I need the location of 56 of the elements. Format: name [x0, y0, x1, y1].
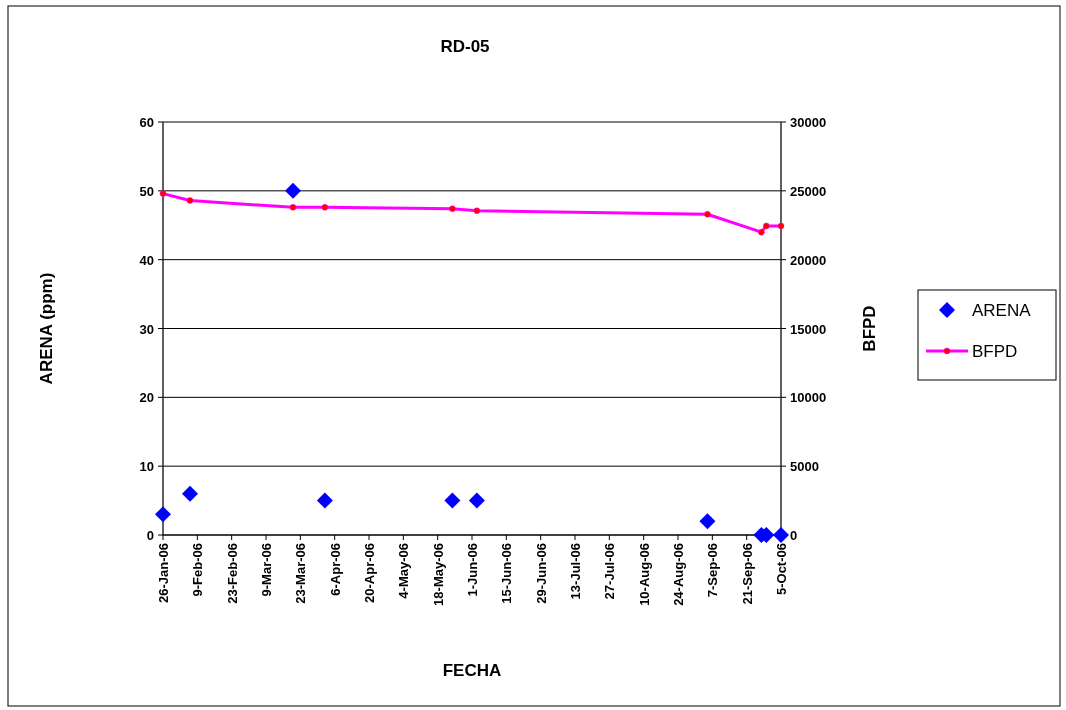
legend-label: ARENA — [972, 301, 1032, 320]
point — [321, 204, 329, 211]
point — [473, 207, 481, 215]
y2-tick-label: 15000 — [790, 321, 827, 337]
x-tick-label: 4-May-06 — [396, 543, 412, 599]
y2-tick-label: 30000 — [790, 115, 827, 130]
y2-tick-label: 20000 — [790, 252, 827, 268]
x-tick-label: 27-Jul-06 — [602, 543, 618, 600]
y2-axis-title: BFPD — [860, 305, 879, 352]
x-axis-title: FECHA — [442, 661, 502, 680]
point — [763, 222, 770, 230]
y2-tick-label: 0 — [790, 528, 798, 543]
point — [773, 527, 789, 543]
x-tick-label: 6-Apr-06 — [327, 543, 343, 596]
y-tick-label: 40 — [139, 252, 154, 268]
x-tick-label: 23-Mar-06 — [293, 543, 309, 604]
point — [449, 205, 456, 212]
x-tick-label: 10-Aug-06 — [636, 543, 652, 606]
x-tick-label: 29-Jun-06 — [533, 543, 549, 604]
point — [155, 506, 171, 523]
chart-title: RD-05 — [440, 37, 490, 56]
point — [777, 222, 785, 230]
legend-label: BFPD — [972, 342, 1018, 361]
x-tick-label: 9-Mar-06 — [259, 543, 274, 597]
point — [758, 228, 765, 236]
point — [444, 492, 461, 509]
x-tick-label: 13-Jul-06 — [568, 543, 583, 600]
point — [284, 182, 301, 199]
y-tick-label: 0 — [146, 528, 154, 543]
point — [289, 204, 297, 211]
x-tick-label: 23-Feb-06 — [224, 543, 240, 604]
point — [186, 197, 194, 204]
y2-tick-label: 5000 — [790, 459, 819, 475]
x-tick-label: 24-Aug-06 — [671, 543, 686, 606]
point — [468, 492, 485, 509]
y-tick-label: 10 — [139, 459, 154, 475]
x-tick-label: 5-Oct-06 — [774, 543, 789, 596]
x-tick-label: 20-Apr-06 — [362, 543, 377, 603]
x-tick-label: 18-May-06 — [430, 543, 446, 606]
x-tick-label: 26-Jan-06 — [156, 543, 171, 603]
point — [704, 210, 711, 218]
x-tick-label: 21-Sep-06 — [739, 543, 755, 605]
y-tick-label: 20 — [139, 390, 154, 406]
point — [316, 492, 333, 509]
x-tick-label: 15-Jun-06 — [499, 543, 515, 604]
y-tick-label: 30 — [139, 321, 154, 337]
y-tick-label: 50 — [139, 183, 154, 199]
point — [699, 513, 716, 530]
y-axis-title: ARENA (ppm) — [37, 272, 56, 385]
y2-tick-label: 10000 — [790, 390, 827, 406]
y2-tick-label: 25000 — [790, 183, 827, 199]
point — [181, 485, 198, 502]
x-tick-label: 7-Sep-06 — [705, 543, 721, 598]
y-tick-label: 60 — [139, 115, 154, 130]
x-tick-label: 1-Jun-06 — [465, 543, 480, 597]
x-tick-label: 9-Feb-06 — [190, 543, 206, 597]
